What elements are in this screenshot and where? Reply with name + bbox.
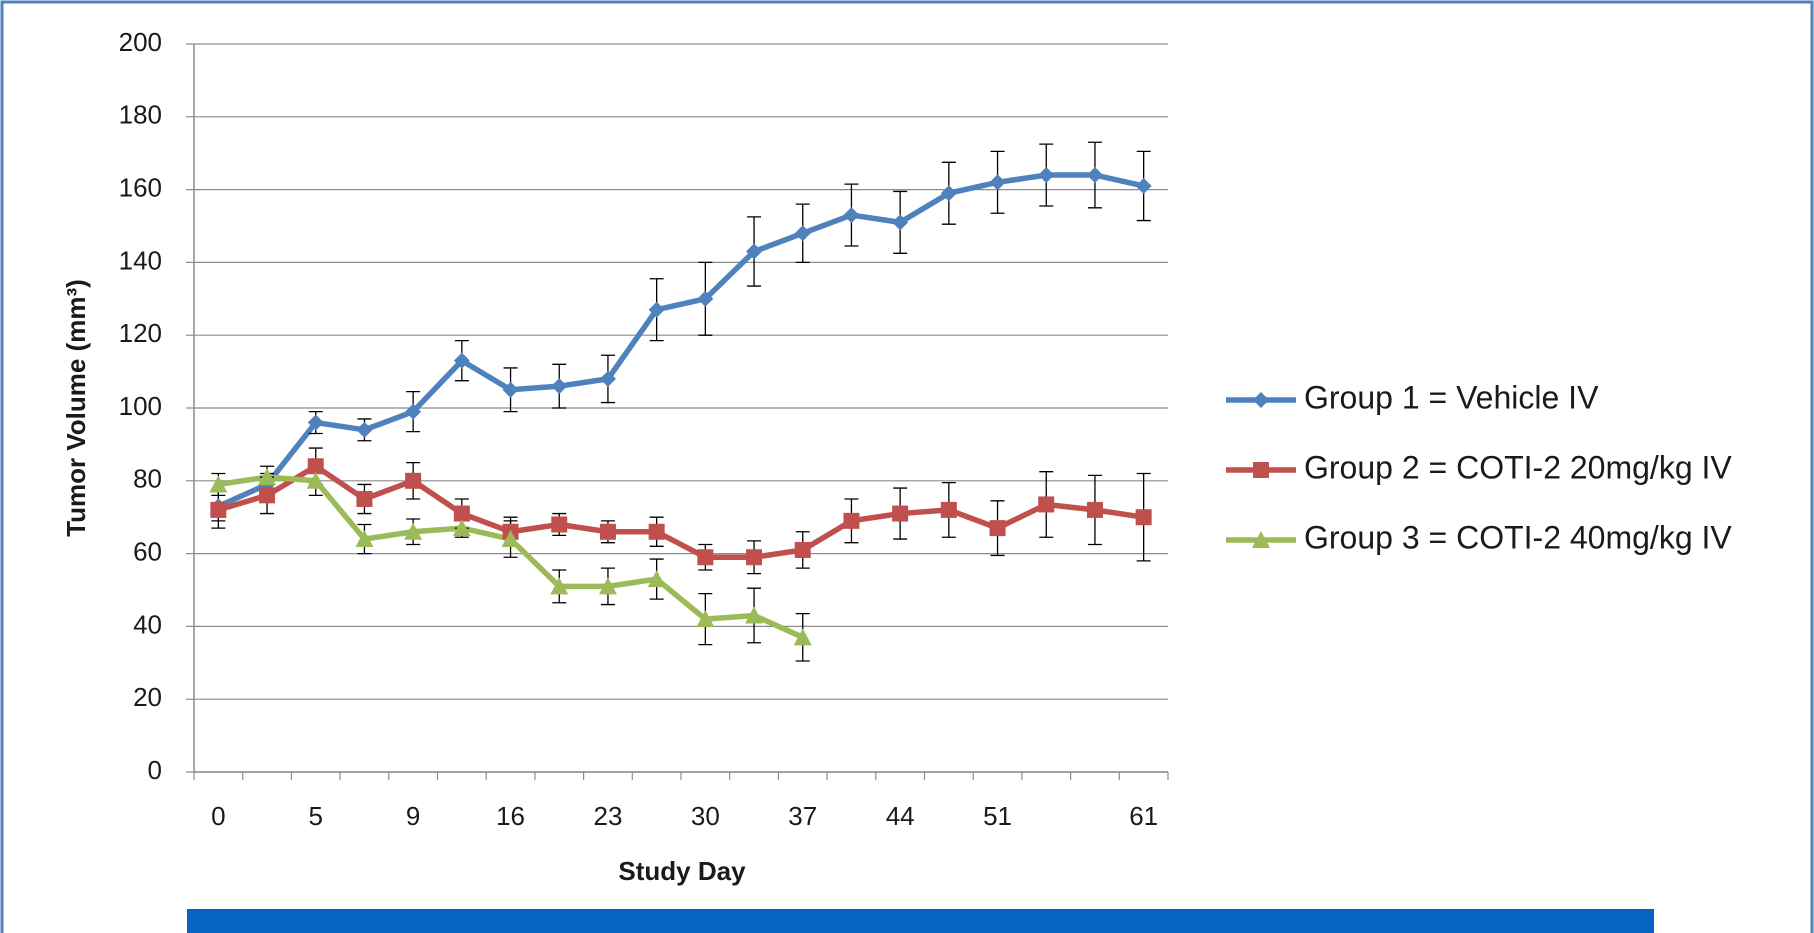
point [647,570,666,588]
y-tick-label: 200 [119,27,162,57]
x-tick-label: 9 [406,801,420,831]
x-tick-label: 44 [886,801,915,831]
point [745,606,764,624]
legend-marker [1253,462,1269,478]
x-axis-title: Study Day [618,856,746,886]
point [356,491,373,507]
y-tick-label: 180 [119,100,162,130]
point [452,519,471,537]
point [1086,501,1103,518]
point [940,185,957,202]
point [793,628,812,646]
point [209,475,228,493]
point [405,472,422,489]
point [697,290,714,307]
x-tick-label: 5 [309,801,323,831]
series-line [217,172,1145,509]
point [599,523,616,540]
y-tick-label: 20 [133,682,162,712]
footer-bar [187,909,1654,933]
point [697,549,714,566]
point [892,214,909,231]
point [940,501,957,518]
point [405,403,422,420]
point [404,522,423,540]
y-tick-label: 160 [119,172,162,202]
point [210,501,227,518]
legend-marker [1253,392,1269,408]
point [598,577,617,595]
x-tick-label: 61 [1129,801,1158,831]
point [502,381,519,398]
y-axis-title: Tumor Volume (mm³) [61,279,91,537]
point [551,516,568,533]
y-tick-label: 40 [133,609,162,639]
point [599,370,616,387]
point [892,505,909,522]
point [746,549,763,566]
point [794,225,811,242]
x-tick-label: 37 [788,801,817,831]
point [551,378,568,395]
point [696,610,715,628]
point [258,468,277,486]
legend-marker [1252,531,1270,548]
point [989,174,1006,191]
x-tick-label: 30 [691,801,720,831]
legend-label: Group 1 = Vehicle IV [1304,379,1599,415]
x-tick-label: 23 [593,801,622,831]
y-tick-label: 80 [133,464,162,494]
x-tick-label: 16 [496,801,525,831]
y-tick-label: 100 [119,391,162,421]
point [453,505,470,522]
point [1135,177,1152,194]
point [356,421,373,438]
point [501,530,520,548]
y-tick-label: 0 [148,755,162,785]
point [648,523,665,540]
point [648,301,665,318]
y-tick-label: 120 [119,318,162,348]
point [355,530,374,548]
point [746,243,763,260]
point [843,207,860,224]
point [989,520,1006,537]
point [1038,496,1055,513]
point [306,471,325,489]
point [1086,167,1103,184]
legend-label: Group 2 = COTI-2 20mg/kg IV [1304,449,1732,485]
series-line [217,463,1145,560]
point [550,577,569,595]
point [794,541,811,558]
point [307,458,324,475]
y-tick-label: 140 [119,245,162,275]
x-tick-label: 51 [983,801,1012,831]
x-tick-label: 0 [211,801,225,831]
point [453,352,470,369]
point [307,414,324,431]
point [259,487,276,504]
point [1135,509,1152,526]
y-tick-label: 60 [133,536,162,566]
point [843,512,860,529]
point [1038,167,1055,184]
legend-label: Group 3 = COTI-2 40mg/kg IV [1304,519,1732,555]
